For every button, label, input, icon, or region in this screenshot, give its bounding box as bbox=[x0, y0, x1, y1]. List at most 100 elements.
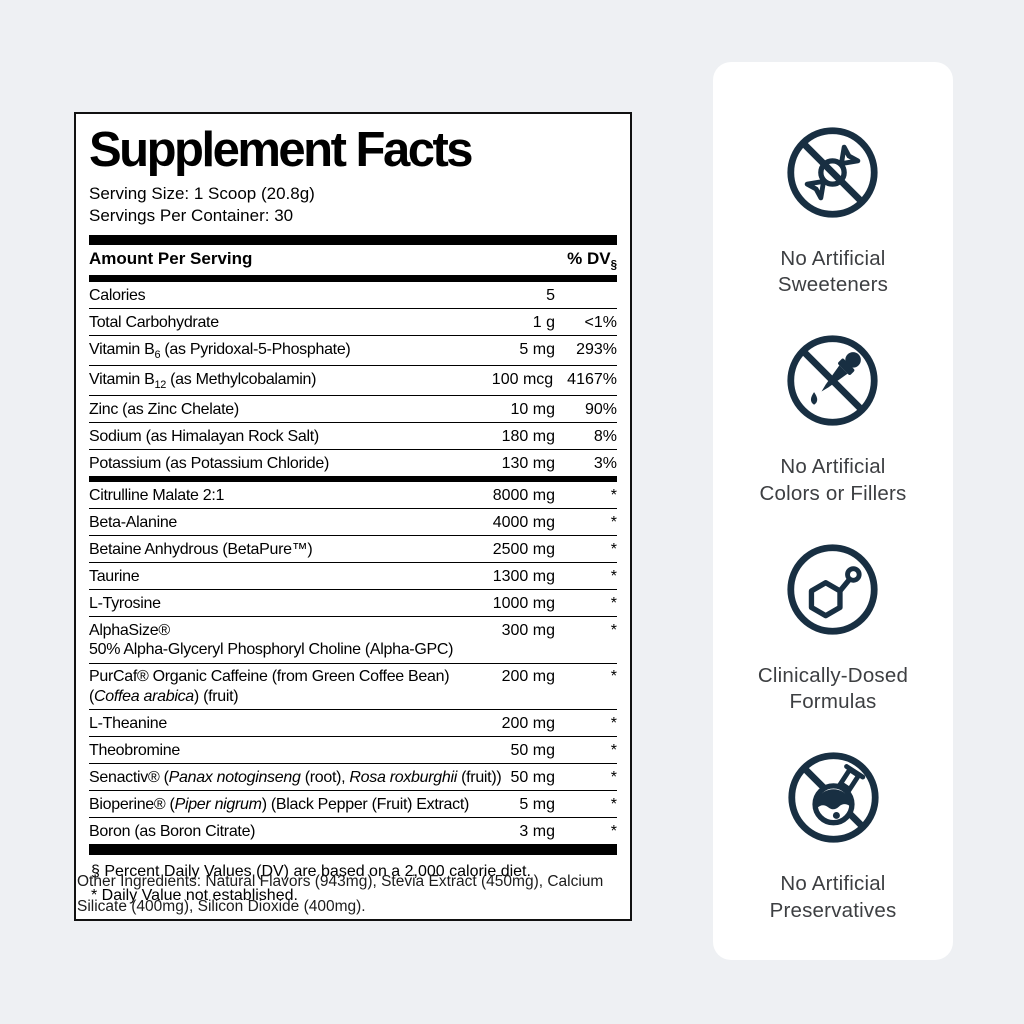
fact-row: Total Carbohydrate 1 g <1% bbox=[89, 309, 617, 337]
divider-heavy-bottom bbox=[89, 845, 617, 856]
ingredient-daily-value: * bbox=[610, 795, 617, 813]
fact-row: Boron (as Boron Citrate) 3 mg * bbox=[89, 818, 617, 846]
clinically-dosed-icon bbox=[787, 544, 879, 635]
fact-row: Theobromine 50 mg * bbox=[89, 737, 617, 765]
fact-row: Betaine Anhydrous (BetaPure™) 2500 mg * bbox=[89, 536, 617, 564]
ingredient-amount: 1 g bbox=[532, 313, 555, 331]
ingredient-amount: 100 mcg bbox=[491, 370, 554, 388]
ingredient-daily-value: * bbox=[610, 486, 617, 504]
facts-rows: Calories 5 Total Carbohydrate 1 g <1% Vitamin… bbox=[89, 282, 617, 846]
fact-row: Senactiv® (Panax notoginseng (root), Ros… bbox=[89, 764, 617, 792]
fact-row: Calories 5 bbox=[89, 282, 617, 310]
facts-column-header: Amount Per Serving % DV§ bbox=[89, 245, 617, 275]
ingredient-amount: 5 bbox=[546, 286, 555, 304]
ingredient-daily-value: * bbox=[610, 668, 617, 686]
ingredient-daily-value: 90% bbox=[584, 400, 617, 418]
ingredient-daily-value: * bbox=[610, 741, 617, 759]
badge-label: No Artificial Preservatives bbox=[769, 872, 897, 922]
ingredient-daily-value: * bbox=[610, 513, 617, 531]
ingredient-name: L-Theanine bbox=[89, 714, 167, 732]
ingredient-daily-value: * bbox=[610, 540, 617, 558]
ingredient-amount: 4000 mg bbox=[492, 513, 555, 531]
facts-title: Supplement Facts bbox=[89, 123, 474, 177]
ingredient-daily-value: 293% bbox=[576, 340, 617, 358]
ingredient-name: Citrulline Malate 2:1 bbox=[89, 486, 225, 504]
ingredient-amount: 200 mg bbox=[501, 714, 555, 732]
fact-row: Beta-Alanine 4000 mg * bbox=[89, 509, 617, 537]
ingredient-name: Total Carbohydrate bbox=[89, 313, 219, 331]
fact-row: AlphaSize® 50% Alpha-Glyceryl Phosphoryl … bbox=[89, 617, 617, 664]
badge-no-artificial-preservatives: No Artificial Preservatives bbox=[770, 749, 897, 923]
other-ingredients: Other Ingredients: Natural Flavors (943m… bbox=[77, 873, 604, 915]
fact-row: Vitamin B12 (as Methylcobalamin) 100 mcg 4… bbox=[89, 366, 617, 397]
badge-label: No Artificial Colors or Fillers bbox=[759, 455, 907, 505]
ingredient-name: Potassium (as Potassium Chloride) bbox=[89, 454, 329, 472]
ingredient-name: Boron (as Boron Citrate) bbox=[89, 822, 256, 840]
footnotes: § Percent Daily Values (DV) are based on… bbox=[89, 855, 617, 910]
ingredient-name: Sodium (as Himalayan Rock Salt) bbox=[89, 427, 319, 445]
fact-row: Zinc (as Zinc Chelate) 10 mg 90% bbox=[89, 396, 617, 424]
servings-per-container: Servings Per Container: 30 bbox=[89, 206, 294, 226]
ingredient-daily-value: * bbox=[610, 714, 617, 732]
ingredient-daily-value: 8% bbox=[593, 427, 617, 445]
fact-row: Potassium (as Potassium Chloride) 130 mg 3… bbox=[89, 450, 617, 476]
divider-heavy-mid bbox=[89, 476, 617, 483]
fact-row: Bioperine® (Piper nigrum) (Black Pepper … bbox=[89, 791, 617, 819]
no-artificial-colors-icon bbox=[787, 335, 879, 427]
divider-heavy-top bbox=[89, 234, 617, 245]
ingredient-amount: 5 mg bbox=[519, 795, 555, 813]
fact-row: Citrulline Malate 2:1 8000 mg * bbox=[89, 482, 617, 510]
ingredient-name: Vitamin B12 (as Methylcobalamin) bbox=[89, 370, 317, 391]
badge-clinically-dosed: Clinically-Dosed Formulas bbox=[758, 541, 908, 715]
ingredient-name: Betaine Anhydrous (BetaPure™) bbox=[89, 540, 313, 558]
ingredient-daily-value: * bbox=[610, 567, 617, 585]
badge-label: No Artificial Sweeteners bbox=[777, 247, 889, 297]
fact-row: Vitamin B6 (as Pyridoxal-5-Phosphate) 5 m… bbox=[89, 336, 617, 367]
ingredient-name: Calories bbox=[89, 286, 146, 304]
supplement-facts-panel: Supplement Facts Serving Size: 1 Scoop (… bbox=[74, 112, 632, 921]
footnote-asterisk: * Daily Value not established. bbox=[91, 886, 298, 904]
ingredient-amount: 8000 mg bbox=[492, 486, 555, 504]
no-artificial-sweeteners-icon bbox=[787, 127, 879, 218]
badge-no-artificial-colors: No Artificial Colors or Fillers bbox=[760, 332, 907, 506]
footnote-dv: § Percent Daily Values (DV) are based on… bbox=[91, 863, 531, 881]
ingredient-amount: 1000 mg bbox=[492, 594, 555, 612]
fact-row: Taurine 1300 mg * bbox=[89, 563, 617, 591]
ingredient-amount: 50 mg bbox=[510, 768, 555, 786]
ingredient-amount: 2500 mg bbox=[492, 540, 555, 558]
ingredient-name: Bioperine® (Piper nigrum) (Black Pepper … bbox=[89, 795, 470, 813]
ingredient-daily-value: * bbox=[610, 594, 617, 612]
ingredient-amount: 180 mg bbox=[501, 427, 555, 445]
amount-per-serving-header: Amount Per Serving bbox=[89, 248, 253, 268]
ingredient-amount: 300 mg bbox=[501, 621, 555, 639]
ingredient-name: Senactiv® (Panax notoginseng (root), Ros… bbox=[89, 768, 502, 786]
ingredient-name: Vitamin B6 (as Pyridoxal-5-Phosphate) bbox=[89, 340, 351, 361]
ingredient-daily-value: * bbox=[610, 621, 617, 639]
ingredient-daily-value: 3% bbox=[593, 454, 617, 472]
ingredient-name: Taurine bbox=[89, 567, 140, 585]
ingredient-daily-value: * bbox=[610, 822, 617, 840]
fact-row: PurCaf® Organic Caffeine (from Green Cof… bbox=[89, 664, 617, 711]
ingredient-amount: 130 mg bbox=[501, 454, 555, 472]
badge-label: Clinically-Dosed Formulas bbox=[757, 663, 909, 714]
benefits-card: No Artificial Sweeteners No Artificial C… bbox=[713, 62, 953, 960]
divider-heavy-under-header bbox=[89, 275, 617, 283]
badge-no-artificial-sweeteners: No Artificial Sweeteners bbox=[778, 124, 888, 298]
ingredient-name: Beta-Alanine bbox=[89, 513, 178, 531]
ingredient-amount: 10 mg bbox=[510, 400, 555, 418]
ingredient-amount: 5 mg bbox=[519, 340, 555, 358]
drop-shape bbox=[811, 392, 818, 406]
ingredient-amount: 200 mg bbox=[501, 668, 555, 686]
percent-dv-header: % DV§ bbox=[567, 248, 617, 272]
ingredient-name: Theobromine bbox=[89, 741, 180, 759]
serving-size: Serving Size: 1 Scoop (20.8g) bbox=[89, 184, 315, 203]
ingredient-amount: 50 mg bbox=[510, 741, 555, 759]
fact-row: Sodium (as Himalayan Rock Salt) 180 mg 8% bbox=[89, 423, 617, 451]
ingredient-amount: 3 mg bbox=[519, 822, 555, 840]
ingredient-daily-value: 4167% bbox=[567, 370, 617, 388]
ingredient-name: PurCaf® Organic Caffeine (from Green Cof… bbox=[89, 668, 450, 705]
ingredient-name: L-Tyrosine bbox=[89, 594, 161, 612]
ingredient-daily-value: * bbox=[610, 768, 617, 786]
fact-row: L-Tyrosine 1000 mg * bbox=[89, 590, 617, 618]
ingredient-name: AlphaSize® 50% Alpha-Glyceryl Phosphoryl … bbox=[89, 621, 454, 659]
